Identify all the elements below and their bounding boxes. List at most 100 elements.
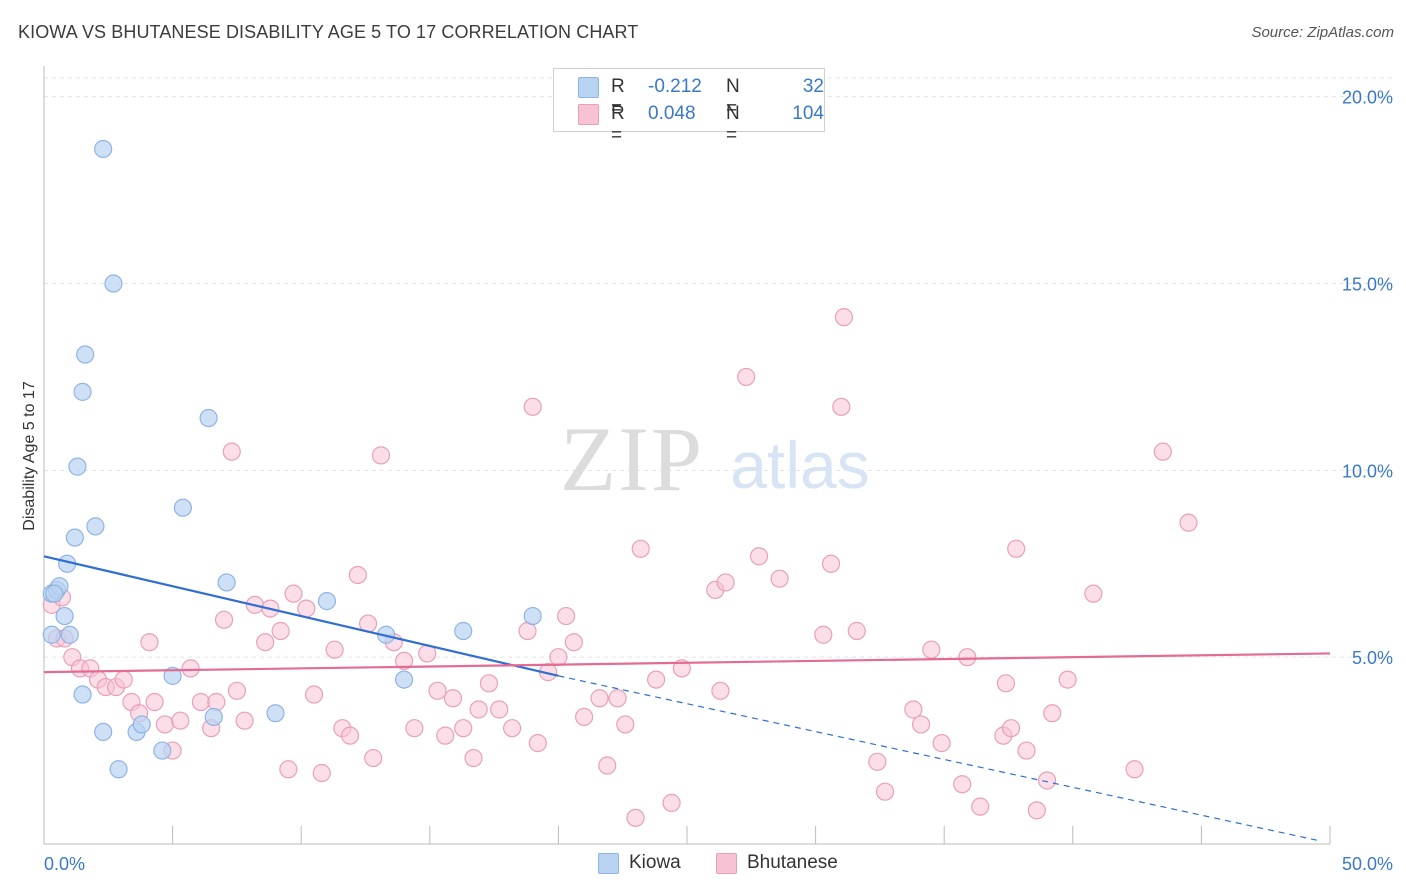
bhutanese-point xyxy=(1153,442,1172,461)
bhutanese-point xyxy=(814,625,833,644)
bhutanese-point xyxy=(523,397,542,416)
bhutanese-n-label: N = xyxy=(726,103,740,146)
bhutanese-point xyxy=(1017,741,1036,760)
bhutanese-point xyxy=(875,782,895,801)
bhutanese-legend-label: Bhutanese xyxy=(747,852,838,873)
kiowa-point xyxy=(94,722,113,742)
kiowa-legend-swatch xyxy=(598,853,619,874)
bhutanese-point xyxy=(279,760,298,779)
bhutanese-point xyxy=(348,565,367,585)
kiowa-point xyxy=(73,382,92,401)
bhutanese-point xyxy=(490,700,509,719)
y-axis-label: Disability Age 5 to 17 xyxy=(21,381,38,531)
bhutanese-point xyxy=(207,692,226,712)
bhutanese-point xyxy=(911,715,931,734)
kiowa-point xyxy=(109,760,128,779)
axes xyxy=(43,66,1331,845)
trend-lines xyxy=(43,555,1331,841)
kiowa-point xyxy=(86,517,105,536)
kiowa-point xyxy=(73,685,92,704)
bhutanese-point xyxy=(1001,719,1021,738)
bhutanese-point xyxy=(271,621,290,641)
bhutanese-point xyxy=(1058,670,1077,689)
kiowa-point xyxy=(153,741,172,760)
bhutanese-point xyxy=(672,659,691,678)
bhutanese-r-label: R = xyxy=(611,103,625,146)
bhutanese-point xyxy=(598,756,617,775)
kiowa-point xyxy=(60,625,79,644)
kiowa-swatch xyxy=(578,77,599,98)
kiowa-point xyxy=(199,408,218,428)
watermark: ZIP atlas xyxy=(560,408,870,510)
chart-title: KIOWA VS BHUTANESE DISABILITY AGE 5 TO 1… xyxy=(18,22,639,42)
bhutanese-point xyxy=(958,648,977,667)
kiowa-point xyxy=(317,592,337,611)
bhutanese-point xyxy=(996,674,1016,693)
kiowa-point xyxy=(163,666,182,685)
y-tick-label: 20.0% xyxy=(1342,88,1393,108)
kiowa-point xyxy=(204,707,223,727)
kiowa-point xyxy=(65,528,84,547)
bhutanese-point xyxy=(364,748,383,768)
grid-lines xyxy=(44,77,1394,658)
bhutanese-point xyxy=(479,674,499,693)
tick-labels: 5.0% 10.0% 15.0% 20.0% 0.0% 50.0% xyxy=(44,88,1393,874)
bhutanese-trend-line xyxy=(43,652,1331,674)
kiowa-point xyxy=(217,573,236,592)
bhutanese-point xyxy=(227,681,246,700)
bhutanese-point xyxy=(222,442,241,461)
bhutanese-point xyxy=(1125,760,1144,779)
bhutanese-point xyxy=(631,539,650,558)
bhutanese-point xyxy=(832,397,851,416)
bhutanese-point xyxy=(181,659,200,678)
bhutanese-point xyxy=(557,606,576,626)
bhutanese-point xyxy=(340,726,360,745)
bhutanese-point xyxy=(922,640,941,659)
bhutanese-point xyxy=(235,711,254,730)
bhutanese-n-value: 104 xyxy=(792,103,824,124)
kiowa-point xyxy=(394,670,414,689)
y-tick-label: 10.0% xyxy=(1342,461,1393,481)
kiowa-point xyxy=(454,621,473,641)
x-tick-label-min: 0.0% xyxy=(44,854,85,874)
bhutanese-point xyxy=(1007,539,1026,558)
bhutanese-r-value: 0.048 xyxy=(648,103,696,124)
bhutanese-point xyxy=(1084,584,1103,603)
correlation-legend: R = -0.212 N = 32 R = 0.048 N = 104 xyxy=(553,68,825,146)
bhutanese-point xyxy=(436,726,455,745)
bhutanese-point xyxy=(868,752,887,771)
y-tick-label: 5.0% xyxy=(1352,648,1393,668)
kiowa-point xyxy=(94,139,113,159)
bhutanese-point xyxy=(1037,771,1057,790)
bhutanese-point xyxy=(770,569,789,588)
kiowa-r-value: -0.212 xyxy=(648,76,702,97)
bhutanese-point xyxy=(575,707,594,727)
bhutanese-point xyxy=(847,621,866,641)
watermark-zip: ZIP xyxy=(560,408,704,510)
bhutanese-point xyxy=(155,715,174,734)
bhutanese-point xyxy=(312,763,331,783)
bhutanese-point xyxy=(214,610,234,629)
bhutanese-point xyxy=(904,700,923,719)
bhutanese-point xyxy=(1043,704,1062,723)
bhutanese-point xyxy=(297,599,316,618)
bhutanese-point xyxy=(590,689,609,708)
bhutanese-point xyxy=(256,633,275,652)
bhutanese-point xyxy=(971,797,990,816)
kiowa-point xyxy=(266,704,285,723)
kiowa-trend-extension xyxy=(558,675,1318,841)
bhutanese-point xyxy=(711,681,730,700)
bhutanese-point xyxy=(564,633,583,652)
bhutanese-point xyxy=(171,711,190,730)
kiowa-point xyxy=(132,715,151,734)
bhutanese-point xyxy=(464,748,483,768)
kiowa-point xyxy=(76,345,95,364)
bhutanese-point xyxy=(371,446,391,465)
bhutanese-point xyxy=(737,367,756,387)
bhutanese-point xyxy=(1027,801,1046,820)
bhutanese-point xyxy=(114,670,133,689)
bhutanese-point xyxy=(443,689,463,708)
kiowa-point xyxy=(523,606,542,626)
kiowa-point xyxy=(173,498,192,517)
